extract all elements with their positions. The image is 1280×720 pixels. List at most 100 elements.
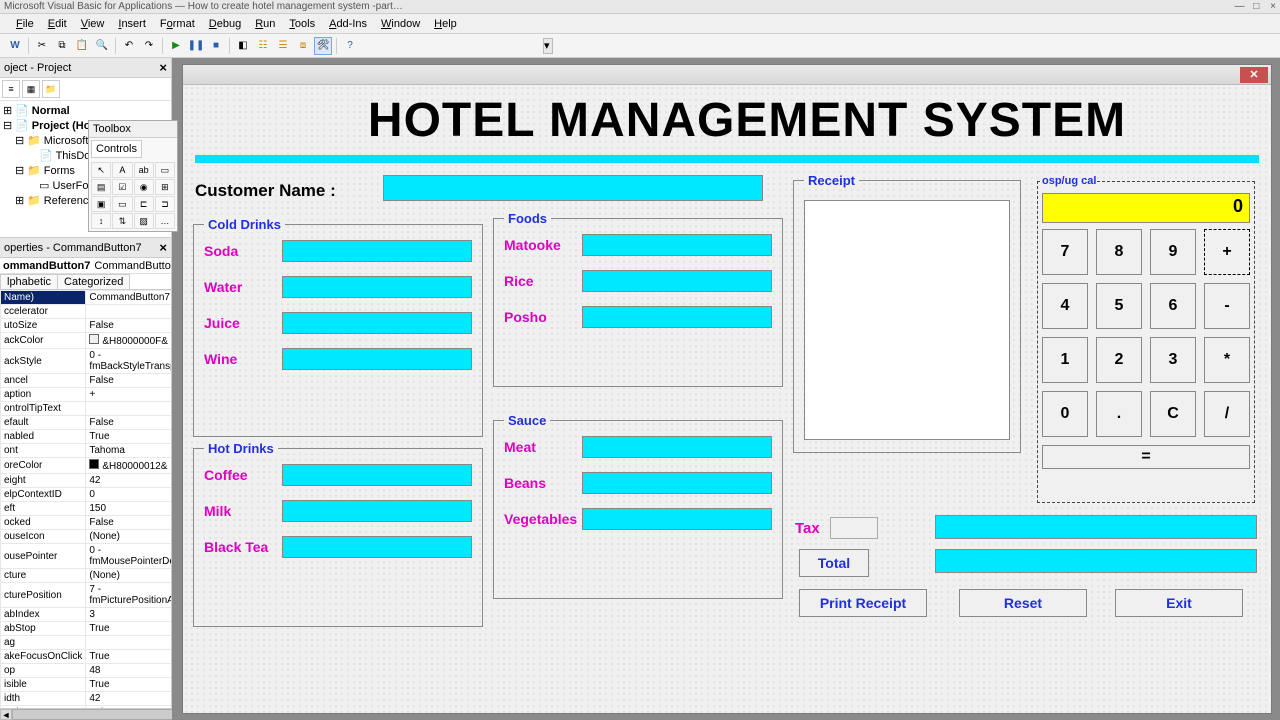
tb-stop-icon[interactable]: ■ <box>207 37 225 55</box>
property-row[interactable]: ockedFalse <box>1 516 172 530</box>
calc-key-divide[interactable]: / <box>1204 391 1250 437</box>
property-row[interactable]: Name)CommandButton7 <box>1 291 172 305</box>
sauce-input[interactable] <box>582 472 772 494</box>
property-row[interactable]: cturePosition7 - fmPicturePositionAbove <box>1 583 172 608</box>
menu-help[interactable]: Help <box>428 16 463 32</box>
tb-paste-icon[interactable]: 📋 <box>73 37 91 55</box>
tb-design-icon[interactable]: ◧ <box>234 37 252 55</box>
tb-object-icon[interactable]: ⧈ <box>294 37 312 55</box>
cold-drink-input[interactable] <box>282 348 472 370</box>
menu-edit[interactable]: Edit <box>42 16 73 32</box>
tbx-tabstrip-icon[interactable]: ⊏ <box>134 196 154 212</box>
property-row[interactable]: nabledTrue <box>1 430 172 444</box>
calc-key-plus[interactable]: + <box>1204 229 1250 275</box>
property-row[interactable]: ag <box>1 636 172 650</box>
tb-undo-icon[interactable]: ↶ <box>120 37 138 55</box>
property-row[interactable]: ousePointer0 - fmMousePointerDefaul <box>1 544 172 569</box>
minimize-icon[interactable]: — <box>1232 1 1246 12</box>
sauce-input[interactable] <box>582 508 772 530</box>
calc-key-4[interactable]: 4 <box>1042 283 1088 329</box>
toolbox-tab-controls[interactable]: Controls <box>91 140 142 158</box>
print-receipt-button[interactable]: Print Receipt <box>799 589 927 617</box>
tb-run-icon[interactable]: ▶ <box>167 37 185 55</box>
userform-titlebar[interactable]: ✕ <box>183 65 1271 85</box>
tbx-pointer-icon[interactable]: ↖ <box>91 162 111 178</box>
result-input-2[interactable] <box>935 549 1257 573</box>
tbx-spin-icon[interactable]: ⇅ <box>112 213 132 229</box>
property-row[interactable]: utoSizeFalse <box>1 319 172 333</box>
cold-drink-input[interactable] <box>282 312 472 334</box>
food-input[interactable] <box>582 234 772 256</box>
hot-drink-input[interactable] <box>282 500 472 522</box>
toolbox-window[interactable]: Toolbox Controls ↖ A ab ▭ ▤ ☑ ◉ ⊞ ▣ ▭ ⊏ … <box>88 120 178 232</box>
tb-find-icon[interactable]: 🔍 <box>93 37 111 55</box>
toolbar-dropdown-icon[interactable]: ▾ <box>543 38 553 54</box>
tbx-button-icon[interactable]: ▭ <box>112 196 132 212</box>
property-row[interactable]: ccelerator <box>1 305 172 319</box>
tb-word-icon[interactable]: W <box>6 37 24 55</box>
view-object-icon[interactable]: ▦ <box>22 80 40 98</box>
menu-file[interactable]: File <box>10 16 40 32</box>
property-row[interactable]: idth42 <box>1 692 172 706</box>
total-button[interactable]: Total <box>799 549 869 577</box>
tb-help-icon[interactable]: ? <box>341 37 359 55</box>
tb-pause-icon[interactable]: ❚❚ <box>187 37 205 55</box>
property-row[interactable]: eight42 <box>1 474 172 488</box>
tb-props-icon[interactable]: ☰ <box>274 37 292 55</box>
tbx-option-icon[interactable]: ◉ <box>134 179 154 195</box>
close-icon[interactable]: × <box>1266 1 1280 12</box>
tb-toolbox-icon[interactable]: 🛠 <box>314 37 332 55</box>
calc-key-1[interactable]: 1 <box>1042 337 1088 383</box>
tb-project-icon[interactable]: ☷ <box>254 37 272 55</box>
food-input[interactable] <box>582 306 772 328</box>
property-row[interactable]: aption+ <box>1 388 172 402</box>
property-row[interactable]: elpContextID0 <box>1 488 172 502</box>
tb-copy-icon[interactable]: ⧉ <box>53 37 71 55</box>
folder-icon[interactable]: 📁 <box>42 80 60 98</box>
tbx-image-icon[interactable]: ▧ <box>134 213 154 229</box>
cold-drink-input[interactable] <box>282 276 472 298</box>
property-row[interactable]: abIndex3 <box>1 608 172 622</box>
property-row[interactable]: op48 <box>1 664 172 678</box>
menu-addins[interactable]: Add-Ins <box>323 16 373 32</box>
hot-drink-input[interactable] <box>282 536 472 558</box>
tbx-more-icon[interactable]: … <box>155 213 175 229</box>
menu-run[interactable]: Run <box>249 16 281 32</box>
tbx-combobox-icon[interactable]: ▭ <box>155 162 175 178</box>
tb-redo-icon[interactable]: ↷ <box>140 37 158 55</box>
project-panel-close-icon[interactable]: × <box>159 60 167 75</box>
property-row[interactable]: eft150 <box>1 502 172 516</box>
property-row[interactable]: akeFocusOnClickTrue <box>1 650 172 664</box>
calc-key-7[interactable]: 7 <box>1042 229 1088 275</box>
customer-name-input[interactable] <box>383 175 763 201</box>
calc-key-2[interactable]: 2 <box>1096 337 1142 383</box>
menu-debug[interactable]: Debug <box>203 16 247 32</box>
tb-cut-icon[interactable]: ✂ <box>33 37 51 55</box>
result-input-1[interactable] <box>935 515 1257 539</box>
hot-drink-input[interactable] <box>282 464 472 486</box>
property-row[interactable]: ontTahoma <box>1 444 172 458</box>
property-row[interactable]: abStopTrue <box>1 622 172 636</box>
reset-button[interactable]: Reset <box>959 589 1087 617</box>
tab-categorized[interactable]: Categorized <box>57 274 130 289</box>
calc-key-3[interactable]: 3 <box>1150 337 1196 383</box>
tbx-label-icon[interactable]: A <box>112 162 132 178</box>
tbx-listbox-icon[interactable]: ▤ <box>91 179 111 195</box>
tbx-checkbox-icon[interactable]: ☑ <box>112 179 132 195</box>
property-row[interactable]: ackStyle0 - fmBackStyleTranspare <box>1 349 172 374</box>
property-row[interactable]: isibleTrue <box>1 678 172 692</box>
exit-button[interactable]: Exit <box>1115 589 1243 617</box>
properties-close-icon[interactable]: × <box>159 240 167 255</box>
calc-key-9[interactable]: 9 <box>1150 229 1196 275</box>
maximize-icon[interactable]: □ <box>1249 1 1263 12</box>
view-code-icon[interactable]: ≡ <box>2 80 20 98</box>
menu-insert[interactable]: Insert <box>112 16 152 32</box>
userform-close-icon[interactable]: ✕ <box>1240 67 1268 83</box>
tbx-toggle-icon[interactable]: ⊞ <box>155 179 175 195</box>
calc-key-equals[interactable]: = <box>1042 445 1250 469</box>
tab-alphabetic[interactable]: lphabetic <box>0 274 58 289</box>
calc-key-6[interactable]: 6 <box>1150 283 1196 329</box>
calc-key-5[interactable]: 5 <box>1096 283 1142 329</box>
calc-key-dot[interactable]: . <box>1096 391 1142 437</box>
menu-window[interactable]: Window <box>375 16 426 32</box>
